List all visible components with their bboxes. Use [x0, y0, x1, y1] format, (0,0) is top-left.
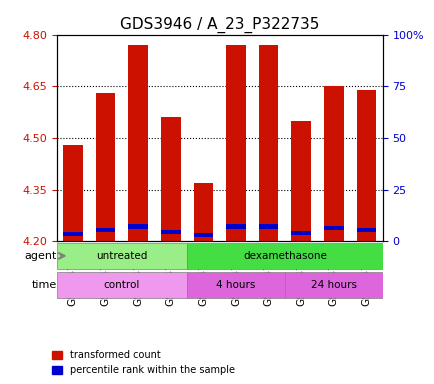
Legend: transformed count, percentile rank within the sample: transformed count, percentile rank withi… [48, 346, 238, 379]
Bar [323, 226, 343, 230]
Bar [193, 183, 213, 242]
Bar [323, 86, 343, 242]
FancyBboxPatch shape [284, 272, 382, 298]
Bar [128, 45, 148, 242]
Text: 4 hours: 4 hours [216, 280, 255, 290]
FancyBboxPatch shape [187, 243, 382, 269]
Bar [128, 225, 148, 228]
Bar [356, 90, 375, 242]
FancyBboxPatch shape [56, 272, 187, 298]
Text: 24 hours: 24 hours [310, 280, 356, 290]
Bar [95, 93, 115, 242]
Text: untreated: untreated [96, 251, 147, 261]
Text: time: time [31, 280, 56, 290]
Bar [291, 121, 310, 242]
Bar [226, 45, 245, 242]
Bar [95, 228, 115, 232]
Text: agent: agent [24, 251, 56, 261]
Text: dexamethasone: dexamethasone [243, 251, 326, 261]
Bar [63, 232, 82, 236]
FancyBboxPatch shape [187, 272, 284, 298]
Bar [161, 230, 180, 234]
Bar [258, 225, 278, 228]
Text: control: control [103, 280, 140, 290]
Bar [356, 228, 375, 232]
Bar [63, 145, 82, 242]
Bar [291, 231, 310, 235]
Bar [226, 225, 245, 228]
FancyBboxPatch shape [56, 243, 187, 269]
Title: GDS3946 / A_23_P322735: GDS3946 / A_23_P322735 [120, 17, 319, 33]
Bar [258, 45, 278, 242]
Bar [193, 233, 213, 237]
Bar [161, 117, 180, 242]
